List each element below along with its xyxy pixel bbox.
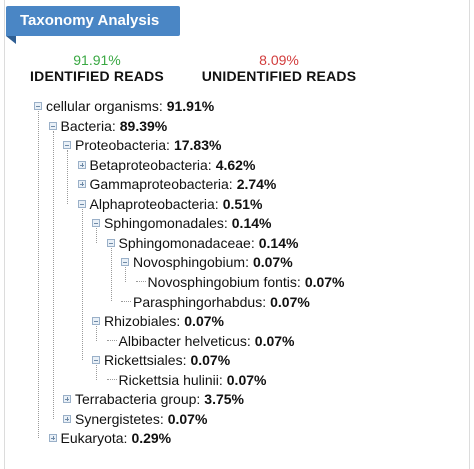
- tree-connector: [121, 300, 131, 303]
- tree-node-name: Rickettsiales:: [104, 352, 187, 369]
- title-ribbon-fold: [6, 36, 16, 44]
- tree-node-percent: 89.39%: [119, 117, 168, 134]
- unidentified-reads-stat: 8.09% UNIDENTIFIED READS: [200, 52, 358, 84]
- tree-node[interactable]: Bacteria: 89.39%: [48, 117, 168, 135]
- tree-node-name: Rhizobiales:: [104, 313, 181, 330]
- tree-node[interactable]: cellular organisms: 91.91%: [34, 97, 214, 115]
- tree-node-name: cellular organisms:: [46, 98, 163, 114]
- collapse-icon[interactable]: [77, 199, 86, 208]
- tree-node[interactable]: Novosphingobium fontis: 0.07%: [135, 273, 345, 291]
- tree-node[interactable]: Terrabacteria group: 3.75%: [63, 390, 244, 408]
- tree-guide-line: [110, 247, 112, 302]
- tree-guide-line: [96, 228, 97, 243]
- collapse-icon[interactable]: [48, 121, 57, 130]
- tree-node[interactable]: Rickettsia hulinii: 0.07%: [106, 371, 267, 389]
- tree-node-percent: 0.07%: [252, 254, 293, 271]
- panel-title: Taxonomy Analysis: [6, 6, 180, 36]
- tree-node[interactable]: Parasphingorhabdus: 0.07%: [121, 293, 310, 311]
- collapse-icon[interactable]: [92, 219, 100, 228]
- tree-connector: [135, 280, 146, 283]
- tree-node-percent: 3.75%: [204, 391, 244, 408]
- tree-node-name: Sphingomonadaceae:: [118, 234, 255, 251]
- identified-reads-percent: 91.91%: [73, 52, 121, 68]
- tree-guide-line: [67, 150, 68, 204]
- tree-connector: [106, 378, 117, 381]
- tree-node-percent: 91.91%: [166, 98, 215, 114]
- analysis-panel: [4, 0, 470, 469]
- collapse-icon[interactable]: [121, 258, 129, 267]
- tree-node-percent: 0.14%: [258, 234, 299, 251]
- tree-node-name: Parasphingorhabdus:: [133, 293, 267, 310]
- tree-guide-line: [96, 365, 97, 380]
- collapse-icon[interactable]: [63, 141, 71, 150]
- tree-node-percent: 0.07%: [270, 293, 310, 310]
- tree-guide-line: [52, 130, 54, 419]
- expand-icon[interactable]: [77, 180, 86, 189]
- tree-node[interactable]: Gammaproteobacteria: 2.74%: [77, 175, 277, 193]
- tree-node-percent: 0.07%: [254, 332, 295, 349]
- tree-node-percent: 2.74%: [236, 176, 277, 193]
- tree-node[interactable]: Rickettsiales: 0.07%: [92, 351, 230, 369]
- tree-node[interactable]: Betaproteobacteria: 4.62%: [77, 156, 256, 174]
- tree-node[interactable]: Eukaryota: 0.29%: [48, 429, 172, 447]
- tree-node-percent: 4.62%: [215, 156, 256, 173]
- tree-node-name: Rickettsia hulinii:: [118, 371, 223, 388]
- tree-node-name: Synergistetes:: [75, 410, 164, 427]
- tree-node[interactable]: Proteobacteria: 17.83%: [63, 136, 221, 154]
- tree-node[interactable]: Sphingomonadaceae: 0.14%: [106, 234, 299, 252]
- tree-guide-line: [81, 208, 83, 361]
- tree-guide-line: [125, 267, 126, 282]
- tree-connector: [106, 339, 117, 342]
- tree-node-percent: 0.07%: [167, 410, 208, 427]
- unidentified-reads-percent: 8.09%: [259, 52, 299, 68]
- tree-node-name: Gammaproteobacteria:: [89, 176, 233, 193]
- tree-node-name: Albibacter helveticus:: [118, 332, 251, 349]
- tree-node-name: Novosphingobium fontis:: [147, 273, 301, 290]
- tree-node-name: Novosphingobium:: [133, 254, 249, 271]
- tree-node-name: Eukaryota:: [60, 430, 128, 447]
- tree-guide-line: [38, 111, 39, 439]
- tree-node-name: Terrabacteria group:: [75, 391, 201, 408]
- tree-node-name: Proteobacteria:: [75, 137, 170, 154]
- tree-node-name: Betaproteobacteria:: [89, 156, 212, 173]
- collapse-icon[interactable]: [34, 102, 42, 110]
- tree-node[interactable]: Alphaproteobacteria: 0.51%: [77, 195, 263, 213]
- tree-node-name: Bacteria:: [60, 117, 116, 134]
- tree-node-percent: 0.07%: [304, 273, 345, 290]
- tree-node[interactable]: Sphingomonadales: 0.14%: [92, 214, 271, 232]
- tree-node-percent: 0.29%: [131, 430, 172, 447]
- tree-node-name: Sphingomonadales:: [104, 215, 228, 232]
- identified-reads-label: IDENTIFIED READS: [30, 68, 164, 84]
- tree-node[interactable]: Synergistetes: 0.07%: [63, 410, 207, 428]
- tree-node-percent: 0.07%: [190, 352, 231, 369]
- identified-reads-stat: 91.91% IDENTIFIED READS: [30, 52, 164, 84]
- collapse-icon[interactable]: [92, 317, 100, 326]
- expand-icon[interactable]: [48, 434, 57, 443]
- expand-icon[interactable]: [63, 395, 71, 404]
- tree-node[interactable]: Albibacter helveticus: 0.07%: [106, 332, 295, 350]
- tree-node-percent: 0.14%: [231, 215, 272, 232]
- tree-node-percent: 0.07%: [226, 371, 267, 388]
- expand-icon[interactable]: [77, 160, 86, 169]
- unidentified-reads-label: UNIDENTIFIED READS: [201, 68, 357, 84]
- tree-node[interactable]: Novosphingobium: 0.07%: [121, 253, 293, 271]
- tree-node-percent: 0.07%: [184, 313, 224, 330]
- tree-node-percent: 17.83%: [173, 137, 222, 154]
- collapse-icon[interactable]: [106, 238, 115, 247]
- tree-guide-line: [96, 326, 97, 341]
- tree-node-name: Alphaproteobacteria:: [89, 195, 219, 212]
- expand-icon[interactable]: [63, 414, 71, 423]
- tree-node[interactable]: Rhizobiales: 0.07%: [92, 312, 224, 330]
- collapse-icon[interactable]: [92, 356, 100, 365]
- tree-node-percent: 0.51%: [222, 195, 263, 212]
